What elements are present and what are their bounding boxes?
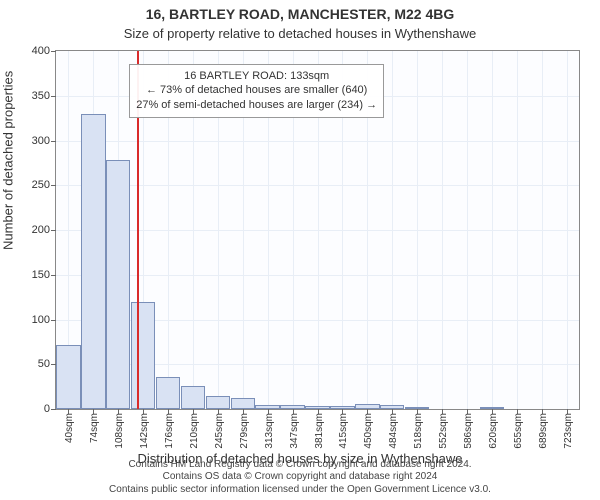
histogram-bar: [131, 302, 155, 409]
histogram-bar: [106, 160, 130, 409]
annotation-line-2: ← 73% of detached houses are smaller (64…: [136, 83, 377, 98]
xtick-label: 279sqm: [239, 409, 250, 449]
gridline-v: [492, 51, 493, 409]
xtick-label: 381sqm: [314, 409, 325, 449]
annotation-line-3: 27% of semi-detached houses are larger (…: [136, 98, 377, 113]
xtick-label: 723sqm: [563, 409, 574, 449]
gridline-v: [467, 51, 468, 409]
annotation-line-1: 16 BARTLEY ROAD: 133sqm: [136, 69, 377, 84]
histogram-bar: [181, 386, 205, 409]
xtick-label: 108sqm: [114, 409, 125, 449]
xtick-label: 484sqm: [388, 409, 399, 449]
xtick-label: 176sqm: [164, 409, 175, 449]
attribution-line-3: Contains public sector information licen…: [0, 484, 600, 497]
ytick-label: 50: [38, 358, 56, 370]
ytick-label: 100: [32, 314, 56, 326]
xtick-label: 620sqm: [488, 409, 499, 449]
xtick-label: 655sqm: [513, 409, 524, 449]
xtick-label: 210sqm: [189, 409, 200, 449]
ytick-label: 0: [44, 403, 56, 415]
attribution-line-1: Contains HM Land Registry data © Crown c…: [0, 459, 600, 472]
xtick-label: 552sqm: [438, 409, 449, 449]
histogram-bar: [81, 114, 105, 409]
ytick-label: 200: [32, 224, 56, 236]
y-axis-label: Number of detached properties: [1, 71, 16, 250]
xtick-label: 245sqm: [214, 409, 225, 449]
ytick-label: 300: [32, 135, 56, 147]
xtick-label: 689sqm: [538, 409, 549, 449]
ytick-label: 150: [32, 269, 56, 281]
chart-subtitle: Size of property relative to detached ho…: [0, 26, 600, 41]
xtick-label: 313sqm: [264, 409, 275, 449]
attribution: Contains HM Land Registry data © Crown c…: [0, 459, 600, 497]
plot-area: 05010015020025030035040040sqm74sqm108sqm…: [55, 50, 580, 410]
gridline-v: [442, 51, 443, 409]
ytick-label: 400: [32, 45, 56, 57]
xtick-label: 40sqm: [64, 409, 75, 443]
gridline-v: [417, 51, 418, 409]
attribution-line-2: Contains OS data © Crown copyright and d…: [0, 471, 600, 484]
xtick-label: 586sqm: [463, 409, 474, 449]
ytick-label: 250: [32, 179, 56, 191]
histogram-bar: [231, 398, 255, 409]
histogram-bar: [206, 396, 230, 409]
xtick-label: 142sqm: [139, 409, 150, 449]
gridline-v: [517, 51, 518, 409]
xtick-label: 74sqm: [89, 409, 100, 443]
xtick-label: 450sqm: [363, 409, 374, 449]
xtick-label: 347sqm: [289, 409, 300, 449]
xtick-label: 518sqm: [413, 409, 424, 449]
xtick-label: 415sqm: [338, 409, 349, 449]
histogram-bar: [156, 377, 180, 409]
histogram-bar: [56, 345, 80, 409]
annotation-box: 16 BARTLEY ROAD: 133sqm ← 73% of detache…: [129, 64, 384, 119]
gridline-v: [392, 51, 393, 409]
ytick-label: 350: [32, 90, 56, 102]
gridline-v: [542, 51, 543, 409]
gridline-v: [567, 51, 568, 409]
chart-title: 16, BARTLEY ROAD, MANCHESTER, M22 4BG: [0, 6, 600, 22]
